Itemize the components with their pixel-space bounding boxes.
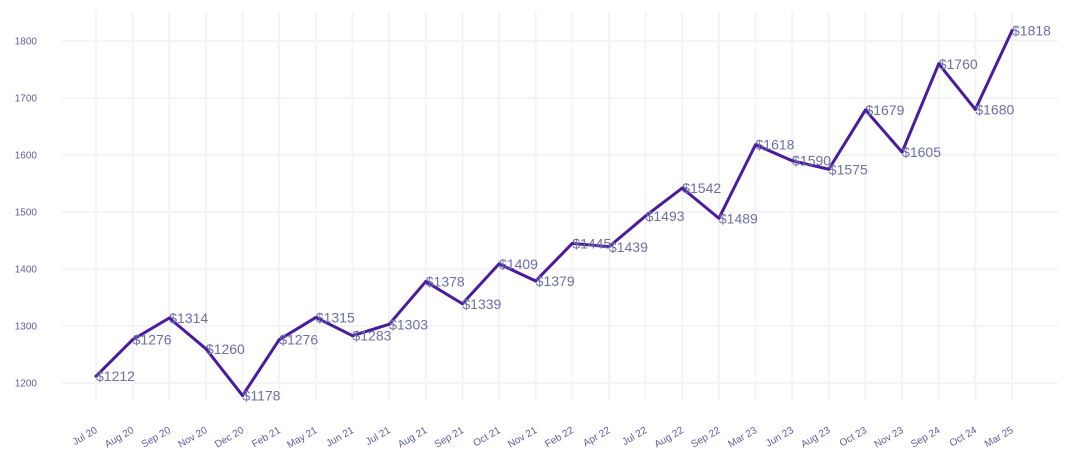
data-point [717, 216, 721, 220]
data-label: $1542 [682, 180, 721, 196]
data-label: $1618 [756, 137, 795, 153]
data-point [497, 262, 501, 266]
data-label: $1378 [426, 274, 465, 290]
data-label: $1303 [389, 316, 428, 332]
data-point [534, 279, 538, 283]
data-label: $1760 [939, 56, 978, 72]
x-tick-label: Feb 22 [543, 425, 576, 450]
data-point [424, 280, 428, 284]
x-tick-label: Feb 21 [250, 425, 283, 450]
x-tick-label: Dec 20 [213, 425, 246, 451]
x-tick-label: Jun 21 [324, 425, 356, 450]
data-point [570, 241, 574, 245]
data-label: $1439 [609, 239, 648, 255]
x-tick-label: Nov 20 [176, 425, 209, 451]
data-label: $1605 [902, 144, 941, 160]
x-tick-label: Sep 24 [909, 425, 942, 451]
x-tick-label: Oct 24 [948, 425, 979, 449]
data-point [277, 338, 281, 342]
x-tick-label: Sep 20 [140, 425, 173, 451]
data-label: $1409 [499, 256, 538, 272]
data-label: $1818 [1012, 23, 1051, 39]
x-axis: Jul 20 Aug 20 Sep 20 Nov 20 Dec 20 Feb 21 May … [71, 425, 1016, 451]
x-tick-label: Aug 21 [396, 425, 429, 451]
data-label: $1276 [133, 332, 172, 348]
x-tick-label: Sep 22 [689, 425, 722, 451]
y-tick-label: 1400 [15, 265, 38, 276]
x-tick-label: Mar 23 [727, 425, 760, 450]
data-labels: $1212 $1276 $1314 $1260 $1178 $1276 $1315 $1283… [96, 23, 1051, 404]
data-point [167, 316, 171, 320]
data-point [204, 347, 208, 351]
x-tick-label: Oct 23 [838, 425, 869, 449]
data-point [241, 394, 245, 398]
x-tick-label: Nov 23 [873, 425, 906, 451]
x-tick-label: Oct 21 [472, 425, 503, 449]
x-tick-label: Jun 23 [764, 425, 796, 450]
data-label: $1489 [719, 210, 758, 226]
data-point [973, 107, 977, 111]
data-label: $1575 [829, 161, 868, 177]
grid [62, 12, 1058, 400]
data-label: $1445 [572, 235, 611, 251]
data-point [754, 143, 758, 147]
data-label: $1212 [96, 368, 135, 384]
x-tick-label: May 21 [285, 425, 319, 451]
data-label: $1679 [865, 102, 904, 118]
y-tick-label: 1300 [15, 322, 38, 333]
y-tick-label: 1700 [15, 94, 38, 105]
data-point [937, 62, 941, 66]
data-point [607, 245, 611, 249]
data-label: $1283 [352, 328, 391, 344]
data-point [644, 214, 648, 218]
data-point [863, 108, 867, 112]
data-point [387, 322, 391, 326]
x-tick-label: Jul 22 [620, 425, 649, 448]
data-label: $1260 [206, 341, 245, 357]
data-label: $1314 [169, 310, 208, 326]
data-point [460, 302, 464, 306]
data-label: $1590 [792, 153, 831, 169]
data-point [94, 374, 98, 378]
data-point [827, 167, 831, 171]
x-tick-label: Jul 21 [364, 425, 393, 448]
data-label: $1315 [316, 309, 355, 325]
y-tick-label: 1600 [15, 151, 38, 162]
x-tick-label: Sep 21 [433, 425, 466, 451]
x-tick-label: Nov 21 [506, 425, 539, 451]
x-tick-label: Mar 25 [983, 425, 1016, 450]
data-label: $1178 [243, 388, 281, 404]
data-point [900, 150, 904, 154]
x-tick-label: Jul 20 [71, 425, 100, 448]
x-tick-label: Aug 23 [799, 425, 832, 451]
data-point [680, 186, 684, 190]
data-label: $1680 [975, 101, 1014, 117]
x-tick-label: Aug 20 [103, 425, 136, 451]
data-label: $1379 [536, 273, 575, 289]
y-tick-label: 1200 [15, 379, 38, 390]
data-point [350, 334, 354, 338]
data-label: $1276 [279, 332, 318, 348]
x-tick-label: Aug 22 [653, 425, 686, 451]
y-tick-label: 1800 [15, 37, 38, 48]
y-axis: 1200 1300 1400 1500 1600 1700 1800 [15, 37, 38, 390]
data-point [1010, 29, 1014, 33]
data-point [131, 338, 135, 342]
data-point [790, 159, 794, 163]
data-point [314, 315, 318, 319]
y-tick-label: 1500 [15, 208, 38, 219]
data-label: $1339 [462, 296, 501, 312]
x-tick-label: Apr 22 [581, 425, 612, 449]
series-line [94, 29, 1014, 398]
data-label: $1493 [646, 208, 685, 224]
series-group [94, 29, 1014, 398]
